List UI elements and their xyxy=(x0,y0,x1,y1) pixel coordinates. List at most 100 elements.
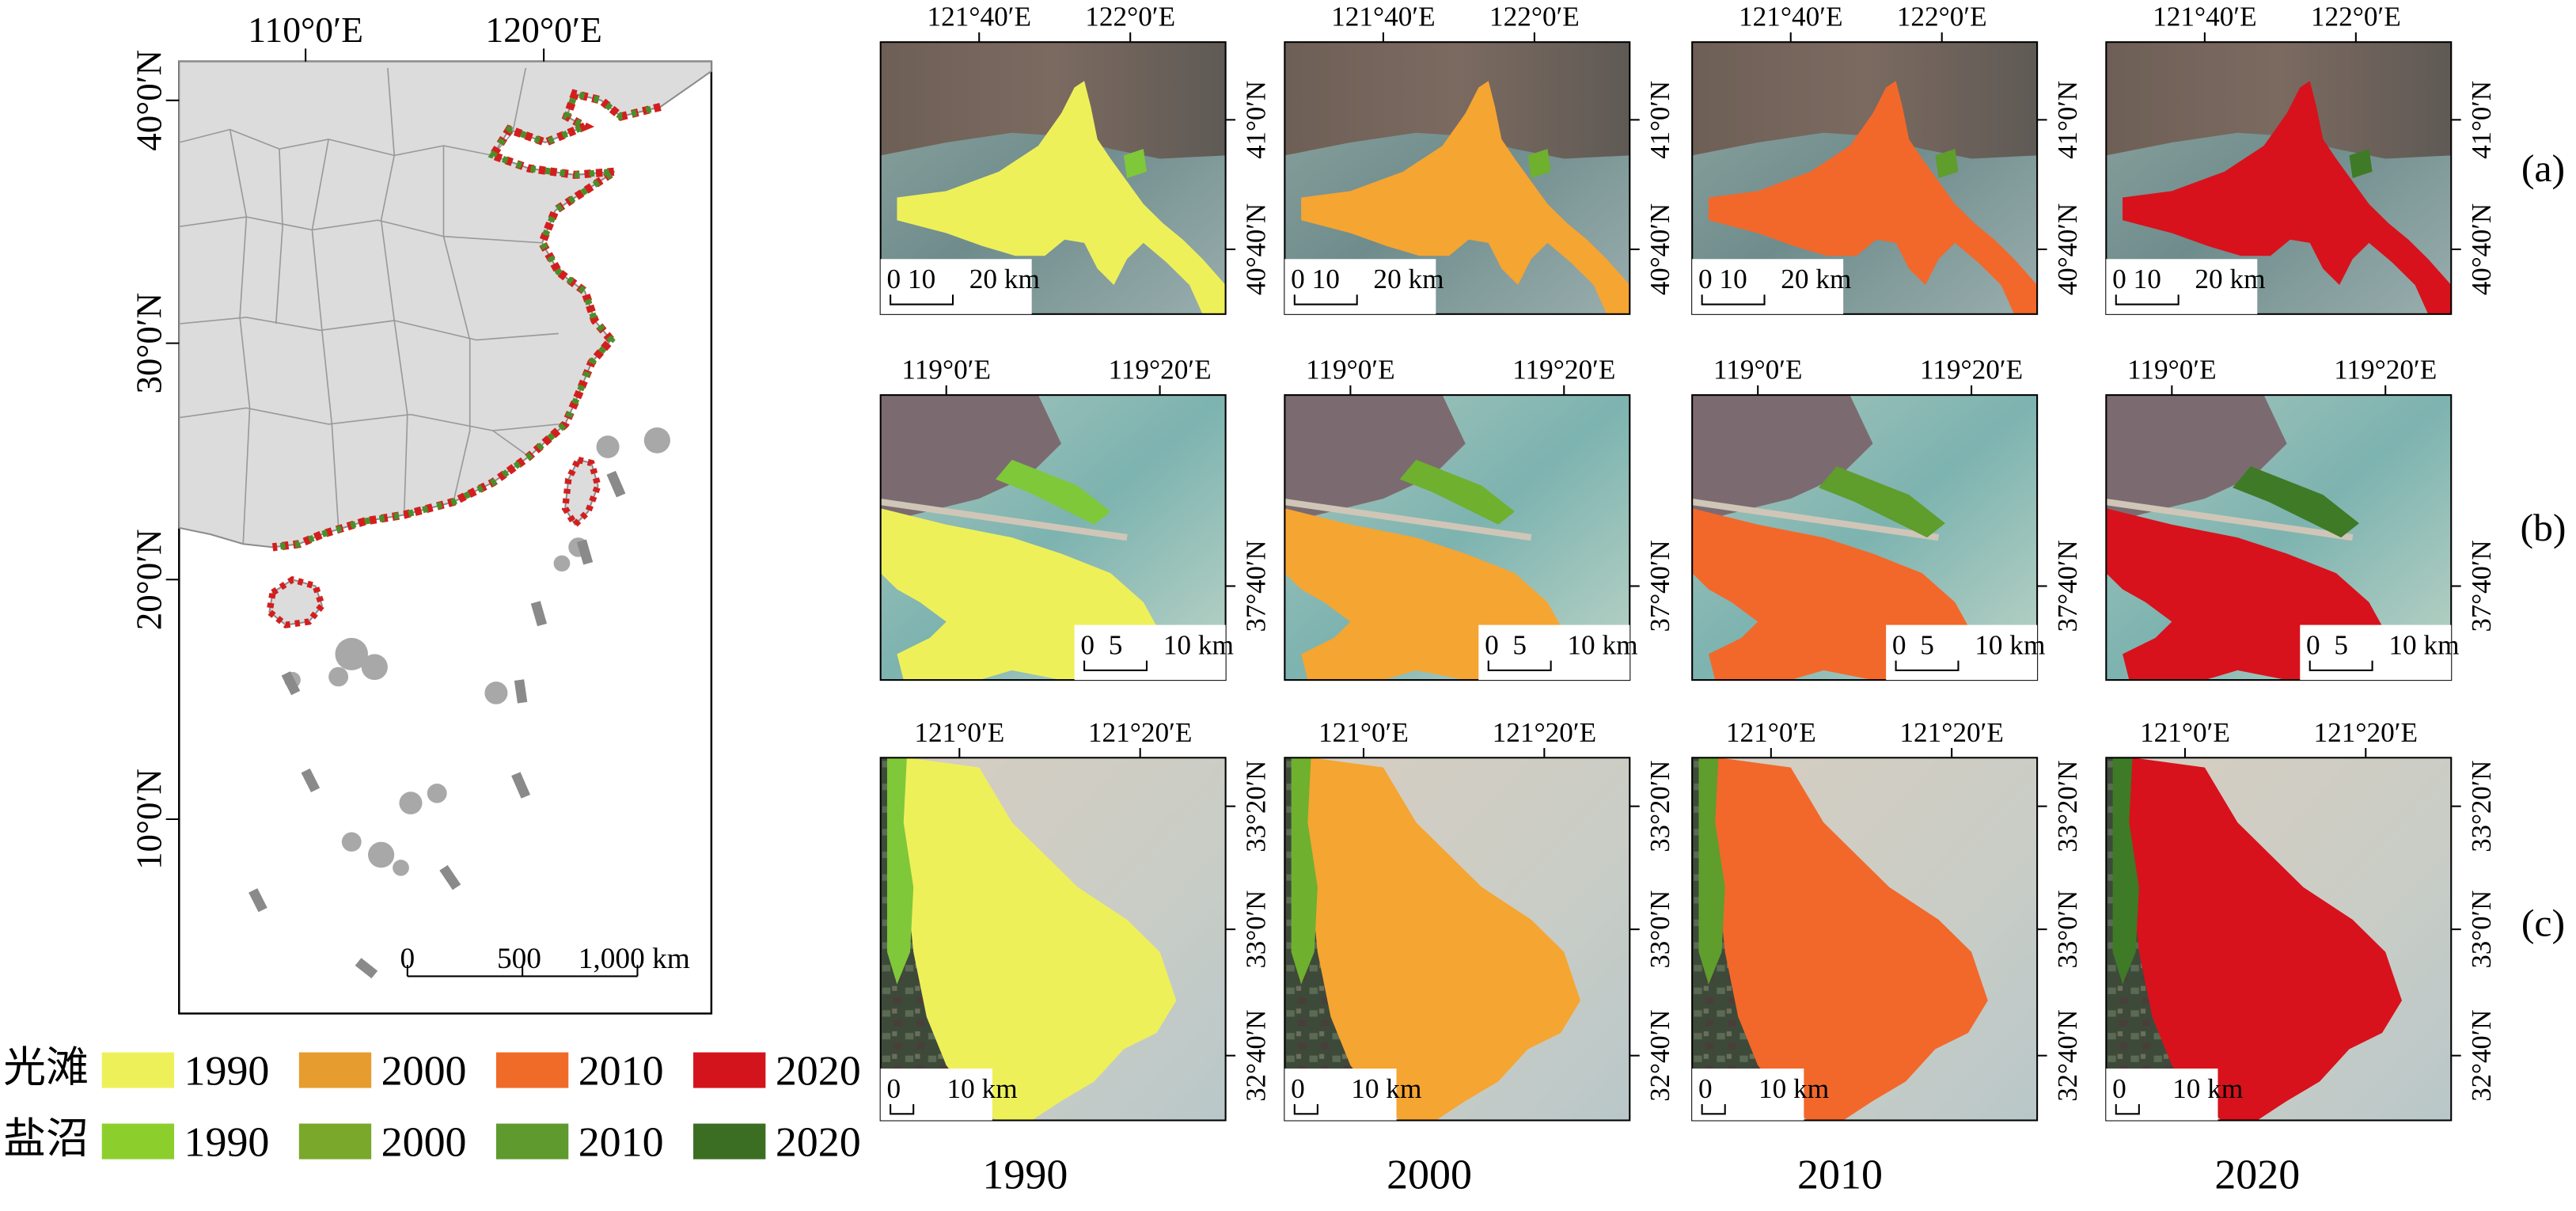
scale-bar-line xyxy=(890,294,954,306)
panel-lon-label: 119°0′E xyxy=(1713,355,1803,385)
panel-rowb-2000: 119°0′E 119°20′E 37°40′N 0 5 10 km xyxy=(1284,355,1675,681)
row2-year-3: 2020 xyxy=(776,1118,861,1166)
lat-label-40: 40°0′N xyxy=(129,50,169,151)
panel-lat-label: 41°0′N xyxy=(1240,81,1271,159)
panel-frame xyxy=(879,757,1227,1122)
lat-label-30: 30°0′N xyxy=(129,293,169,394)
panel-scale-label: 10 km xyxy=(2172,1073,2243,1104)
panel-lat-label: 40°40′N xyxy=(1240,203,1271,295)
province-boundaries xyxy=(179,67,559,545)
legend-row1-label: 光滩 xyxy=(3,1042,89,1092)
panel-frame xyxy=(2105,757,2453,1122)
overview-map: 110°0′E 120°0′E 40°0′N 30°0′N 20°0′N 10°… xyxy=(129,10,713,1015)
scale-bar-line xyxy=(1487,660,1552,671)
tidal-flat-2010 xyxy=(1708,81,2038,314)
year-label-2010: 2010 xyxy=(1797,1151,1883,1198)
row2-swatch-2 xyxy=(495,1123,569,1160)
panel-lat-label: 41°0′N xyxy=(2052,81,2083,159)
panel-scale-label: 5 xyxy=(1109,630,1123,661)
salt-marsh-2000 xyxy=(1291,757,1318,985)
panel-lat-label: 32°40′N xyxy=(2052,1010,2083,1102)
panel-lon-label: 121°20′E xyxy=(1493,717,1597,748)
lon-label-120: 120°0′E xyxy=(485,10,601,50)
panel-scale-label: 0 xyxy=(1698,1073,1713,1104)
panel-lon-label: 121°0′E xyxy=(914,717,1004,748)
panel-scale-label: 20 km xyxy=(1373,264,1444,294)
panel-lat-label: 33°0′N xyxy=(1240,890,1271,969)
salt-marsh-1990 xyxy=(1123,149,1147,179)
panel-lon-label: 121°40′E xyxy=(1739,2,1843,32)
scale-box xyxy=(880,1069,992,1121)
panel-lat-label: 33°20′N xyxy=(2466,761,2497,852)
panel-scale-label: 0 xyxy=(2112,1073,2126,1104)
panel-lon-label: 122°0′E xyxy=(1489,2,1580,32)
panel-lon-label: 121°20′E xyxy=(2314,717,2419,748)
panel-lon-label: 121°20′E xyxy=(1088,717,1193,748)
row1-swatch-2 xyxy=(495,1052,569,1088)
scale-box xyxy=(1692,1069,1804,1121)
panel-lat-label: 37°40′N xyxy=(2466,540,2497,632)
row1-year-0: 1990 xyxy=(184,1047,270,1095)
panel-scale-label: 0 xyxy=(1485,630,1499,661)
scale-bar-line xyxy=(2115,294,2180,306)
panel-scale-label: 10 km xyxy=(1351,1073,1421,1104)
panel-lon-label: 119°20′E xyxy=(1920,355,2023,385)
legend-row2-label: 盐沼 xyxy=(3,1114,89,1164)
row-tag-b: (b) xyxy=(2520,507,2566,550)
tidal-flat-1990 xyxy=(897,81,1226,314)
panel-scale-label: 0 xyxy=(1291,264,1305,294)
panel-lat-label: 41°0′N xyxy=(2466,81,2497,159)
panel-lat-label: 33°0′N xyxy=(2052,890,2083,969)
panel-scale-label: 0 xyxy=(1080,630,1095,661)
panel-scale-label: 20 km xyxy=(1781,264,1851,294)
panel-lon-label: 122°0′E xyxy=(1897,2,1987,32)
row-tag-a: (a) xyxy=(2521,146,2565,190)
lat-label-20: 20°0′N xyxy=(129,529,169,630)
panel-land xyxy=(2106,395,2287,525)
panel-rowb-2010: 119°0′E 119°20′E 37°40′N 0 5 10 km xyxy=(1691,355,2083,681)
lat-label-10: 10°0′N xyxy=(129,769,169,870)
panel-frame xyxy=(1284,394,1631,681)
scale-end: 1,000 km xyxy=(579,943,690,975)
panel-scale-label: 0 xyxy=(1698,264,1713,294)
panel-lat-label: 40°40′N xyxy=(2052,203,2083,295)
panel-land xyxy=(2106,42,2452,159)
row-tag-c: (c) xyxy=(2521,902,2565,945)
row2-swatch-1 xyxy=(298,1123,372,1160)
panel-lon-label: 122°0′E xyxy=(1085,2,1175,32)
overview-ticks xyxy=(165,48,545,821)
row2-swatch-3 xyxy=(693,1123,766,1160)
panel-river xyxy=(880,499,1128,541)
panel-scale-label: 5 xyxy=(2334,630,2348,661)
scale-bar-line xyxy=(1895,660,1960,671)
row1-swatch-1 xyxy=(298,1052,372,1088)
panel-land xyxy=(880,42,1226,159)
panel-lat-label: 40°40′N xyxy=(1645,203,1675,295)
panel-lat-label: 32°40′N xyxy=(1240,1010,1271,1102)
panel-rowa-2000: 121°40′E 122°0′E 41°0′N 40°40′N 0 10 20 km xyxy=(1284,2,1675,315)
panel-scale-label: 20 km xyxy=(2195,264,2265,294)
panel-scale-label: 5 xyxy=(1920,630,1934,661)
coast-marsh-band xyxy=(272,89,662,551)
panel-lon-label: 119°0′E xyxy=(2127,355,2217,385)
panel-rowb-1990: 119°0′E 119°20′E 37°40′N 0 5 10 km xyxy=(879,355,1272,681)
panel-lat-label: 33°20′N xyxy=(1240,761,1271,852)
panel-land xyxy=(1284,42,1630,159)
panel-scale-label: 10 km xyxy=(947,1073,1018,1104)
salt-marsh-2020 xyxy=(2349,149,2373,179)
panel-lon-label: 121°40′E xyxy=(2153,2,2257,32)
panel-lat-label: 37°40′N xyxy=(1645,540,1675,632)
row2-year-2: 2010 xyxy=(579,1118,664,1166)
scale-bar-line xyxy=(2309,660,2373,671)
panel-lon-label: 119°0′E xyxy=(901,355,991,385)
panel-land xyxy=(1284,395,1466,525)
panel-scale-label: 0 xyxy=(2306,630,2320,661)
south-sea-islands xyxy=(284,427,670,876)
tidal-flat-2010 xyxy=(1708,757,1988,1121)
panel-scale-label: 10 km xyxy=(1567,630,1637,661)
panel-scale-label: 0 xyxy=(886,264,901,294)
row1-year-3: 2020 xyxy=(776,1047,861,1095)
panel-lat-label: 37°40′N xyxy=(2052,540,2083,632)
panel-lat-label: 32°40′N xyxy=(1645,1010,1675,1102)
panel-land xyxy=(1692,395,1873,525)
